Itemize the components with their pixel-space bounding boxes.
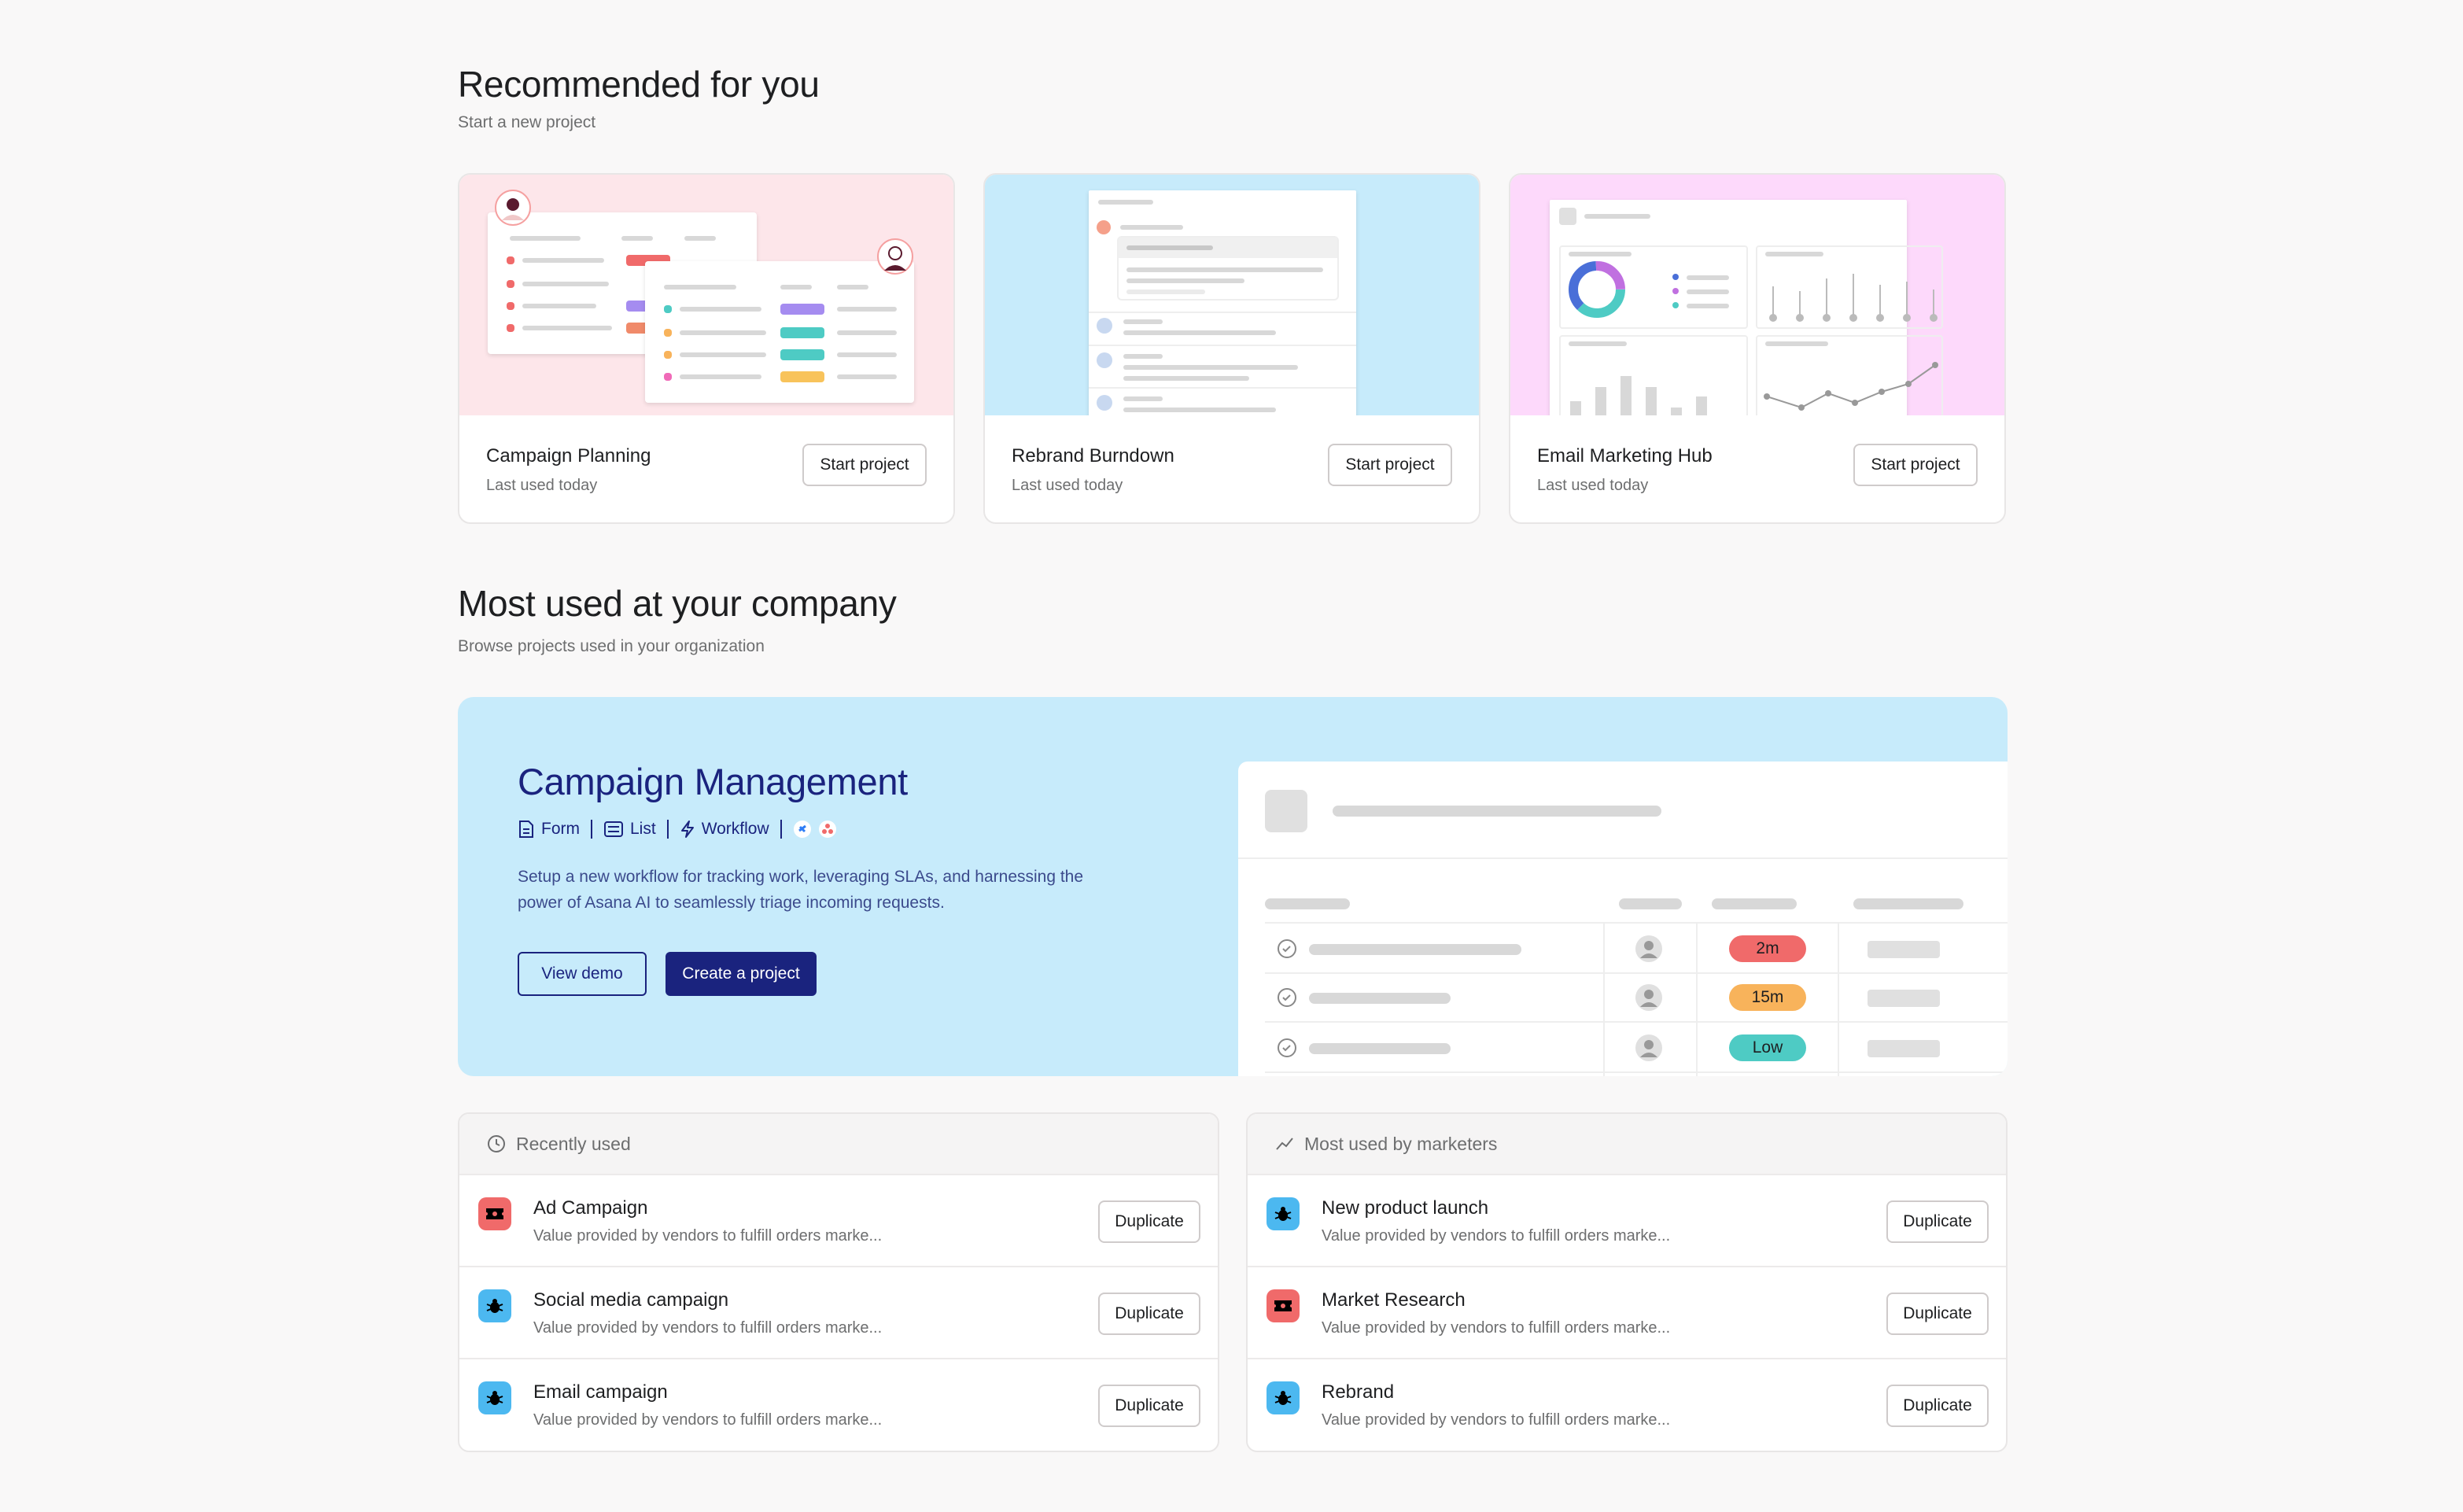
most-used-subtitle: Browse projects used in your organizatio… [458,637,765,655]
most-used-title: Most used at your company [458,583,897,624]
feature-title: Campaign Management [518,761,908,802]
create-project-button[interactable]: Create a project [666,952,817,996]
item-title: Social media campaign [533,1289,729,1311]
marketers-list: Most used by marketers New product launc… [1246,1112,2008,1452]
list-item[interactable]: Social media campaign Value provided by … [459,1267,1218,1359]
marketers-header: Most used by marketers [1248,1114,2006,1175]
meta-form: Form [541,820,580,838]
item-title: New product launch [1322,1197,1489,1219]
recently-used-label: Recently used [516,1133,631,1154]
lightning-icon [680,821,694,838]
start-project-button[interactable]: Start project [1328,444,1452,486]
check-circle-icon [1278,939,1296,958]
dot-plot-icon [1769,274,1938,322]
bug-icon [1267,1197,1300,1230]
item-subtitle: Value provided by vendors to fulfill ord… [533,1319,883,1337]
list-item[interactable]: Ad Campaign Value provided by vendors to… [459,1175,1218,1267]
duplicate-button[interactable]: Duplicate [1098,1385,1200,1427]
check-circle-icon [1278,988,1296,1007]
duplicate-button[interactable]: Duplicate [1886,1293,1989,1335]
bug-icon [478,1381,511,1414]
avatar-icon [1635,1034,1662,1061]
item-subtitle: Value provided by vendors to fulfill ord… [533,1411,883,1429]
avatar-icon [877,238,913,275]
list-icon [604,821,623,837]
item-title: Email campaign [533,1381,668,1403]
item-subtitle: Value provided by vendors to fulfill ord… [1322,1319,1671,1337]
meta-workflow: Workflow [701,820,769,838]
feature-description: Setup a new workflow for tracking work, … [518,868,1084,912]
list-item[interactable]: New product launch Value provided by ven… [1248,1175,2006,1267]
list-item[interactable]: Rebrand Value provided by vendors to ful… [1248,1359,2006,1451]
ticket-icon [478,1197,511,1230]
card-subtitle: Last used today [486,477,598,494]
featured-template-banner: Campaign Management Form List Workflow S… [458,697,2008,1076]
rebrand-burndown-thumbnail [985,175,1479,415]
recently-used-list: Recently used Ad Campaign Value provided… [458,1112,1219,1452]
clock-icon [488,1135,505,1152]
item-title: Ad Campaign [533,1197,648,1219]
start-project-button[interactable]: Start project [1853,444,1978,486]
feature-preview-panel: 2m 15m Low [1238,762,2008,1076]
ticket-icon [1267,1289,1300,1322]
item-subtitle: Value provided by vendors to fulfill ord… [533,1227,883,1245]
asana-icon [818,821,836,838]
card-title: Email Marketing Hub [1537,445,1713,467]
email-marketing-thumbnail [1510,175,2004,415]
donut-chart-icon [1569,261,1625,318]
sla-chip: 2m [1729,935,1806,962]
card-subtitle: Last used today [1012,477,1123,494]
recommended-title: Recommended for you [458,64,820,105]
bug-icon [1267,1381,1300,1414]
template-card-email-marketing-hub[interactable]: Email Marketing Hub Last used today Star… [1509,173,2006,524]
marketers-label: Most used by marketers [1304,1133,1498,1154]
item-subtitle: Value provided by vendors to fulfill ord… [1322,1227,1671,1245]
template-card-rebrand-burndown[interactable]: Rebrand Burndown Last used today Start p… [983,173,1480,524]
duplicate-button[interactable]: Duplicate [1098,1200,1200,1243]
meta-list: List [630,820,656,838]
recently-used-header: Recently used [459,1114,1218,1175]
item-title: Rebrand [1322,1381,1395,1403]
campaign-planning-thumbnail [459,175,953,415]
priority-chip: Low [1729,1034,1806,1061]
item-title: Market Research [1322,1289,1466,1311]
recommended-subtitle: Start a new project [458,113,596,131]
avatar-icon [495,190,531,226]
line-chart-icon [1764,362,1938,411]
check-circle-icon [1278,1038,1296,1057]
card-title: Rebrand Burndown [1012,445,1174,467]
sla-chip: 15m [1729,984,1806,1011]
list-item[interactable]: Market Research Value provided by vendor… [1248,1267,2006,1359]
form-icon [519,821,533,838]
template-card-campaign-planning[interactable]: Campaign Planning Last used today Start … [458,173,955,524]
duplicate-button[interactable]: Duplicate [1886,1200,1989,1243]
avatar-icon [1635,935,1662,962]
start-project-button[interactable]: Start project [802,444,927,486]
list-item[interactable]: Email campaign Value provided by vendors… [459,1359,1218,1451]
integration-icon [793,821,811,838]
avatar-icon [1635,984,1662,1011]
feature-meta: Form List Workflow [518,820,837,839]
trend-icon [1276,1138,1293,1150]
bug-icon [478,1289,511,1322]
duplicate-button[interactable]: Duplicate [1886,1385,1989,1427]
card-title: Campaign Planning [486,445,651,467]
duplicate-button[interactable]: Duplicate [1098,1293,1200,1335]
view-demo-button[interactable]: View demo [518,952,647,996]
card-subtitle: Last used today [1537,477,1649,494]
item-subtitle: Value provided by vendors to fulfill ord… [1322,1411,1671,1429]
